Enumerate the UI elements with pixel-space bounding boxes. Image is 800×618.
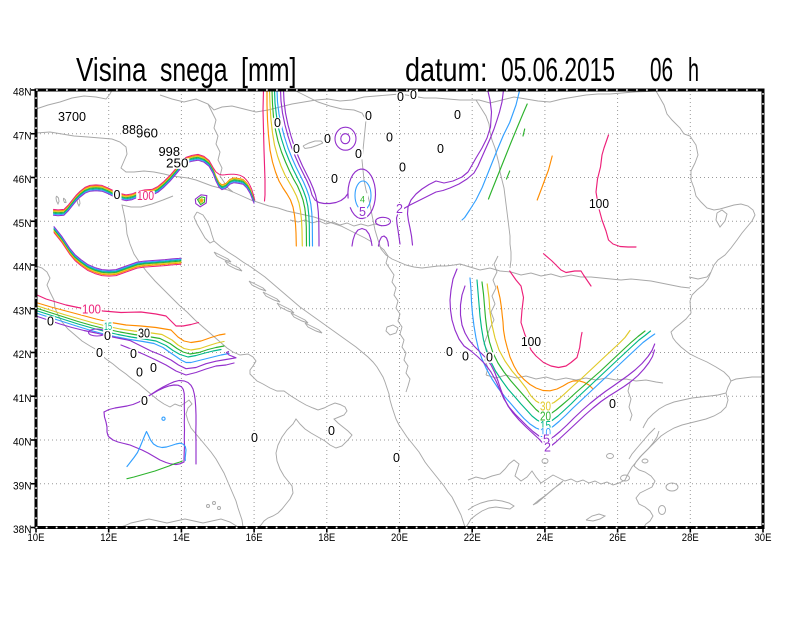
svg-text:0: 0 (130, 347, 137, 361)
svg-text:0: 0 (399, 161, 406, 175)
svg-text:998: 998 (159, 145, 181, 159)
svg-text:250: 250 (166, 157, 189, 171)
svg-text:10: 10 (540, 426, 551, 440)
svg-text:10E: 10E (28, 532, 45, 544)
svg-text:h: h (688, 51, 699, 88)
svg-text:20: 20 (540, 410, 551, 424)
svg-text:45N: 45N (13, 218, 32, 230)
svg-text:0: 0 (486, 351, 493, 365)
svg-text:960: 960 (136, 127, 158, 141)
svg-text:30E: 30E (755, 532, 772, 544)
svg-text:15: 15 (104, 321, 112, 333)
svg-text:30: 30 (138, 327, 150, 341)
svg-text:0: 0 (462, 350, 469, 364)
svg-text:43N: 43N (13, 305, 32, 317)
svg-text:42N: 42N (13, 349, 32, 361)
svg-text:38N: 38N (13, 524, 32, 536)
svg-text:0: 0 (328, 424, 335, 438)
svg-text:0: 0 (437, 142, 444, 156)
svg-text:0: 0 (293, 142, 300, 156)
svg-text:48N: 48N (13, 87, 32, 99)
svg-text:0: 0 (393, 451, 400, 465)
svg-text:2: 2 (396, 202, 403, 216)
svg-text:Visina: Visina (76, 51, 147, 88)
svg-text:39N: 39N (13, 480, 32, 492)
svg-text:0: 0 (96, 346, 103, 360)
svg-text:0: 0 (454, 108, 461, 122)
svg-text:0: 0 (141, 394, 148, 408)
svg-text:16E: 16E (246, 532, 263, 544)
svg-text:14E: 14E (173, 532, 190, 544)
svg-text:0: 0 (47, 315, 54, 329)
svg-text:15: 15 (540, 419, 551, 433)
svg-text:5: 5 (359, 205, 366, 219)
svg-text:40N: 40N (13, 437, 32, 449)
svg-text:0: 0 (150, 361, 157, 375)
svg-text:0: 0 (251, 431, 258, 445)
svg-text:06: 06 (650, 51, 673, 88)
svg-text:46N: 46N (13, 174, 32, 186)
svg-text:30: 30 (540, 400, 551, 414)
svg-text:0: 0 (410, 88, 417, 102)
svg-text:5: 5 (543, 433, 550, 447)
svg-text:41N: 41N (13, 393, 32, 405)
svg-text:20E: 20E (391, 532, 408, 544)
svg-text:datum:: datum: (405, 51, 488, 88)
svg-text:3700: 3700 (58, 110, 86, 124)
svg-text:44N: 44N (13, 262, 32, 274)
svg-text:0: 0 (331, 172, 338, 186)
svg-text:05.06.2015: 05.06.2015 (501, 51, 615, 88)
svg-text:snega: snega (160, 51, 228, 88)
svg-text:12E: 12E (100, 532, 117, 544)
svg-text:100: 100 (82, 303, 101, 317)
svg-text:18E: 18E (318, 532, 335, 544)
svg-text:0: 0 (397, 90, 404, 104)
svg-text:26E: 26E (609, 532, 626, 544)
svg-text:100: 100 (521, 335, 541, 349)
svg-text:0: 0 (609, 397, 616, 411)
svg-text:0: 0 (365, 109, 372, 123)
svg-text:0: 0 (324, 132, 331, 146)
svg-text:[mm]: [mm] (241, 51, 297, 88)
svg-text:0: 0 (386, 131, 393, 145)
svg-text:2: 2 (544, 441, 551, 455)
svg-text:0: 0 (136, 366, 143, 380)
svg-text:0: 0 (446, 345, 453, 359)
svg-text:0: 0 (355, 147, 362, 161)
svg-text:47N: 47N (13, 130, 32, 142)
svg-text:22E: 22E (464, 532, 481, 544)
svg-text:28E: 28E (682, 532, 699, 544)
svg-text:4: 4 (360, 195, 365, 205)
svg-text:100: 100 (589, 197, 609, 211)
svg-text:0: 0 (114, 188, 121, 202)
svg-text:0: 0 (104, 329, 111, 343)
svg-text:0: 0 (274, 116, 281, 130)
svg-text:100: 100 (137, 189, 154, 203)
svg-text:24E: 24E (536, 532, 553, 544)
